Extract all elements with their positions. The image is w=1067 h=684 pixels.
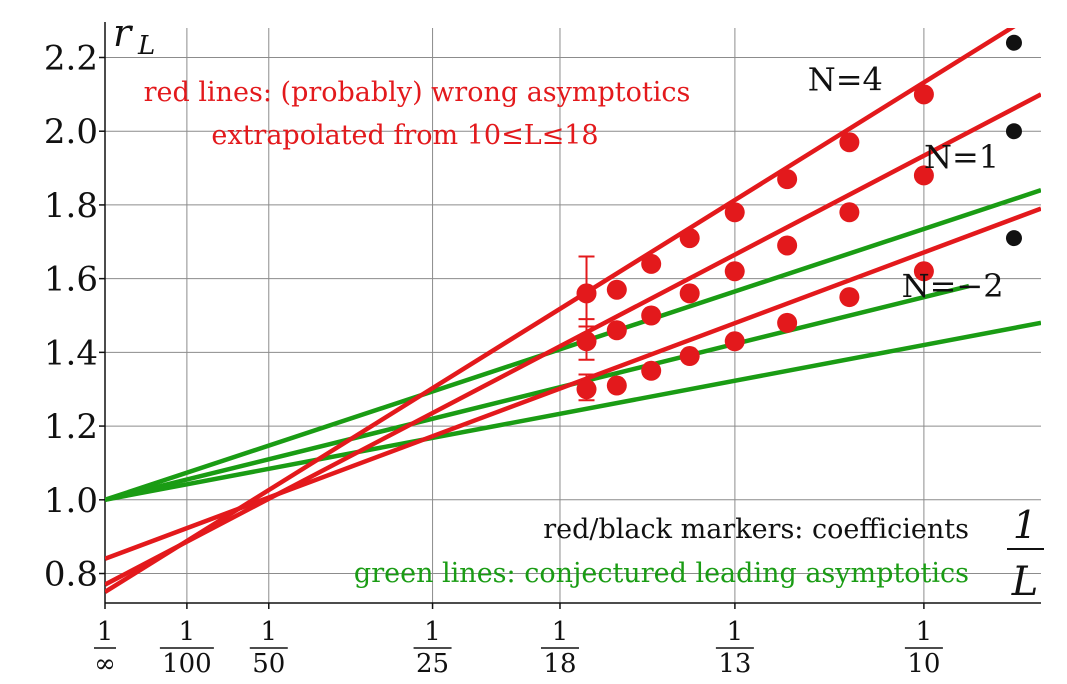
data-point bbox=[576, 283, 597, 304]
y-axis-label: r bbox=[113, 11, 134, 55]
axes bbox=[99, 22, 1041, 609]
tick-labels: 0.81.01.21.41.61.82.02.21∞11001501251181… bbox=[44, 38, 943, 679]
x-axis-label-denominator: L bbox=[1011, 559, 1039, 605]
series-labels: N=4 N=1 N=−2 bbox=[808, 61, 1004, 305]
series-label: N=4 bbox=[808, 61, 883, 99]
data-point bbox=[679, 228, 700, 249]
x-tick-denominator: 10 bbox=[907, 649, 940, 679]
data-point bbox=[576, 331, 597, 352]
data-point bbox=[839, 132, 860, 153]
x-tick-numerator: 1 bbox=[727, 617, 744, 647]
red-lines bbox=[105, 28, 1041, 594]
data-point bbox=[839, 202, 860, 223]
annotation-red-1: red lines: (probably) wrong asymptotics bbox=[144, 77, 691, 108]
series-label: N=−2 bbox=[902, 267, 1004, 305]
x-tick-numerator: 1 bbox=[261, 617, 278, 647]
green-asymptote-line bbox=[105, 283, 970, 502]
data-point bbox=[839, 287, 860, 308]
data-point bbox=[641, 305, 662, 326]
y-axis-label-subscript: L bbox=[137, 31, 155, 61]
data-point bbox=[606, 320, 627, 341]
x-axis-label-numerator: 1 bbox=[1013, 503, 1037, 547]
data-point bbox=[606, 279, 627, 300]
y-tick-label: 1.4 bbox=[44, 333, 98, 373]
data-point bbox=[913, 165, 934, 186]
x-tick-numerator: 1 bbox=[179, 617, 196, 647]
data-point bbox=[641, 360, 662, 381]
x-tick-numerator: 1 bbox=[97, 617, 114, 647]
y-tick-label: 1.8 bbox=[44, 186, 98, 226]
data-point bbox=[606, 375, 627, 396]
x-tick-numerator: 1 bbox=[552, 617, 569, 647]
y-tick-label: 2.0 bbox=[44, 112, 98, 152]
coefficient-point bbox=[1005, 34, 1022, 51]
x-tick-numerator: 1 bbox=[916, 617, 933, 647]
x-tick-denominator: 18 bbox=[543, 649, 576, 679]
grid bbox=[104, 28, 1041, 603]
red-fit-line bbox=[105, 92, 1041, 587]
annotation-black: red/black markers: coefficients bbox=[543, 514, 969, 545]
data-point bbox=[641, 253, 662, 274]
x-tick-denominator: 100 bbox=[162, 649, 212, 679]
data-point bbox=[679, 346, 700, 367]
series-label: N=1 bbox=[924, 138, 999, 176]
y-tick-label: 1.6 bbox=[44, 260, 98, 300]
coefficient-point bbox=[1005, 123, 1022, 140]
data-point bbox=[724, 331, 745, 352]
x-tick-denominator: ∞ bbox=[94, 649, 116, 679]
green-lines bbox=[105, 188, 1041, 503]
x-tick-numerator: 1 bbox=[424, 617, 441, 647]
data-point bbox=[777, 312, 798, 333]
data-point bbox=[913, 261, 934, 282]
y-tick-label: 1.2 bbox=[44, 407, 98, 447]
data-point bbox=[777, 169, 798, 190]
data-point bbox=[724, 202, 745, 223]
data-point bbox=[679, 283, 700, 304]
y-tick-label: 0.8 bbox=[44, 555, 98, 595]
green-asymptote-line bbox=[105, 320, 1041, 503]
green-asymptote-line bbox=[105, 188, 1041, 502]
x-tick-denominator: 25 bbox=[416, 649, 449, 679]
red-fit-line bbox=[105, 28, 1016, 594]
x-tick-denominator: 50 bbox=[252, 649, 285, 679]
data-point bbox=[576, 379, 597, 400]
annotation-green: green lines: conjectured leading asympto… bbox=[354, 558, 969, 589]
data-point bbox=[724, 261, 745, 282]
data-point bbox=[913, 84, 934, 105]
y-tick-label: 2.2 bbox=[44, 38, 98, 78]
x-tick-denominator: 13 bbox=[718, 649, 751, 679]
red-fit-line bbox=[105, 206, 1041, 561]
coefficient-point bbox=[1005, 230, 1022, 247]
y-tick-label: 1.0 bbox=[44, 481, 98, 521]
annotation-red-2: extrapolated from 10≤L≤18 bbox=[211, 120, 598, 151]
markers bbox=[576, 34, 1022, 400]
data-point bbox=[777, 235, 798, 256]
